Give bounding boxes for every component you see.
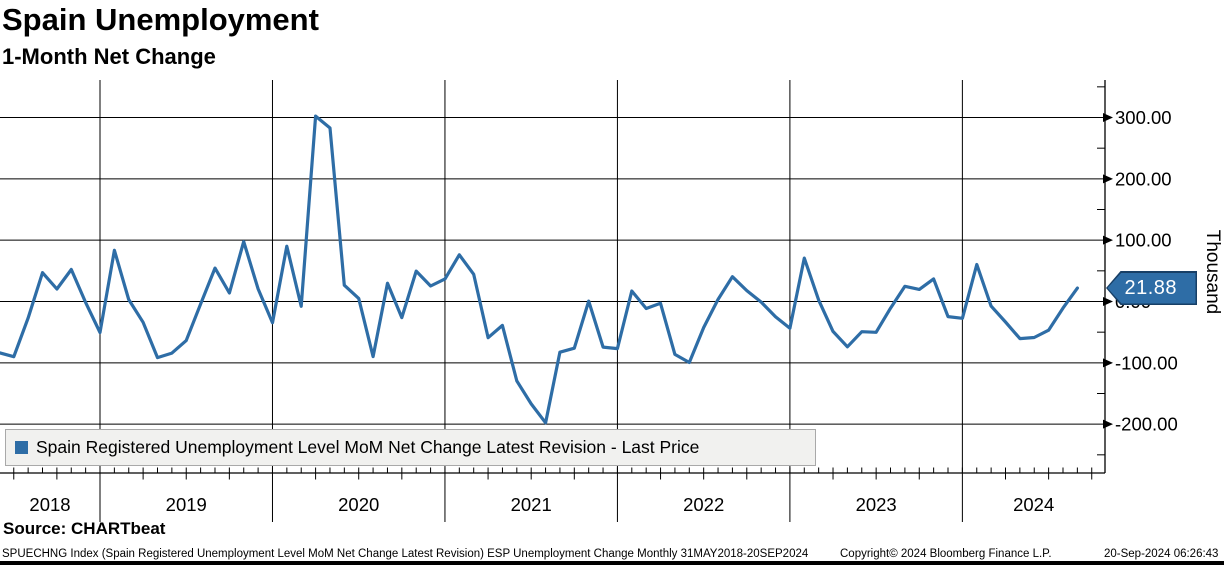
y-tick-label: -100.00	[1115, 352, 1178, 373]
x-year-label: 2024	[1013, 494, 1054, 515]
last-price-value: 21.88	[1124, 276, 1178, 299]
x-year-label: 2022	[683, 494, 724, 515]
y-tick-label: -200.00	[1115, 414, 1178, 435]
x-year-label: 2023	[856, 494, 897, 515]
bottom-divider-bar	[0, 561, 1224, 565]
chart-subtitle: 1-Month Net Change	[2, 44, 216, 69]
y-tick-label: 200.00	[1115, 168, 1172, 189]
data-line	[0, 114, 1079, 425]
last-price-badge: 21.88	[1106, 271, 1197, 305]
x-year-label: 2019	[166, 494, 207, 515]
legend-series-label: Spain Registered Unemployment Level MoM …	[36, 437, 700, 457]
y-tick-label: 100.00	[1115, 230, 1172, 251]
x-year-label: 2018	[29, 494, 70, 515]
chart-title: Spain Unemployment	[2, 2, 319, 37]
y-tick-label: 300.00	[1115, 107, 1172, 128]
legend-row[interactable]: Spain Registered Unemployment Level MoM …	[5, 429, 816, 466]
y-axis-unit-label: Thousand	[1202, 230, 1223, 315]
x-year-label: 2020	[338, 494, 379, 515]
legend-series-swatch-icon	[15, 441, 28, 454]
copyright-notice: Copyright© 2024 Bloomberg Finance L.P.	[840, 548, 1052, 560]
security-description: SPUECHNG Index (Spain Registered Unemplo…	[2, 548, 809, 560]
x-year-label: 2021	[511, 494, 552, 515]
last-price-badge-fill: 21.88	[1107, 272, 1196, 304]
timestamp: 20-Sep-2024 06:26:43	[1104, 548, 1219, 560]
source-label: Source: CHARTbeat	[3, 519, 166, 538]
